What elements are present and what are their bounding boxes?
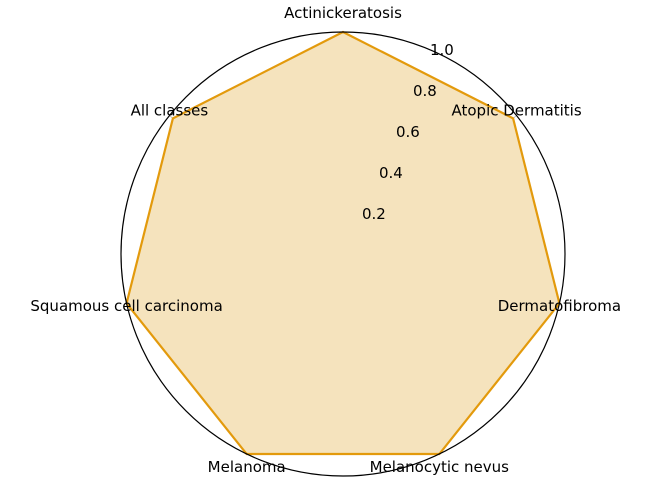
category-label: Atopic Dermatitis	[452, 102, 582, 120]
series-area	[126, 32, 560, 455]
category-labels: Actinickeratosis Atopic Dermatitis Dermato…	[30, 4, 621, 476]
category-label: Melanocytic nevus	[370, 458, 510, 476]
radial-tick-label: 0.2	[362, 205, 386, 223]
category-label: All classes	[131, 102, 209, 120]
category-label: Dermatofibroma	[498, 297, 621, 315]
radial-ticks: 0.2 0.4 0.6 0.8 1.0	[120, 31, 566, 477]
series-line	[125, 30, 561, 456]
category-label: Squamous cell carcinoma	[30, 297, 222, 315]
radial-tick-label: 0.8	[413, 82, 437, 100]
category-label: Melanoma	[208, 458, 286, 476]
radial-tick-label: 0.6	[396, 123, 420, 141]
category-label: Actinickeratosis	[284, 4, 402, 22]
outer-circle	[120, 31, 566, 477]
radial-tick-label: 0.4	[379, 164, 403, 182]
series-layer	[125, 30, 561, 456]
radial-tick-label: 1.0	[430, 41, 454, 59]
